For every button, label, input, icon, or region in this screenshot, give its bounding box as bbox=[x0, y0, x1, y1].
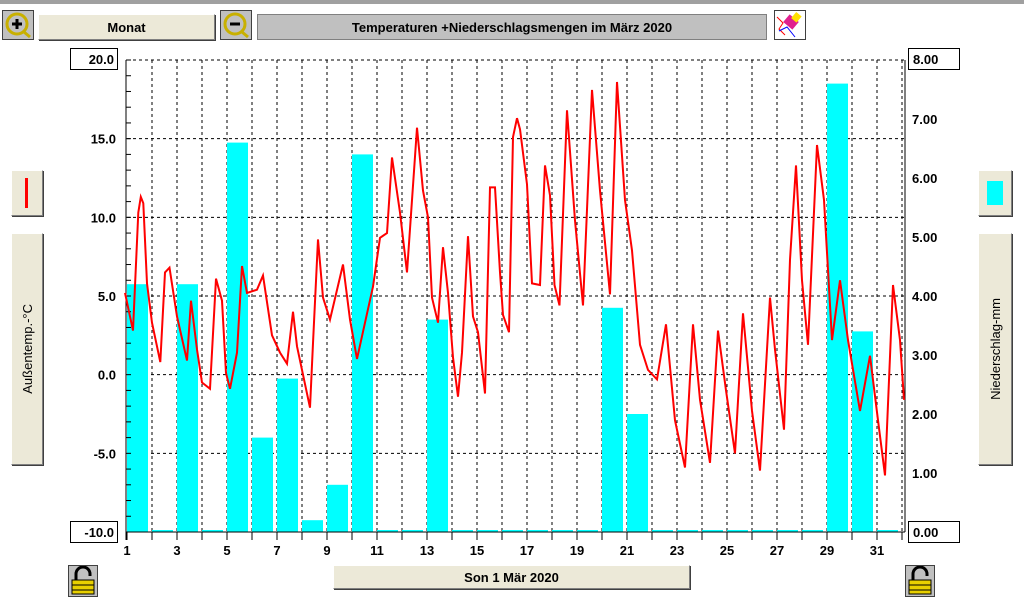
precipitation-bar bbox=[127, 284, 148, 532]
zoom-out-button[interactable] bbox=[220, 10, 252, 40]
x-tick-label: 3 bbox=[173, 543, 180, 558]
temperature-axis-button[interactable]: Außentemp.-°C bbox=[11, 233, 43, 465]
right-tick-label: 2.00 bbox=[912, 407, 937, 422]
right-tick-label: 6.00 bbox=[912, 171, 937, 186]
precipitation-bar bbox=[377, 530, 398, 532]
precipitation-bar bbox=[402, 530, 423, 532]
left-tick-label: -5.0 bbox=[94, 446, 116, 461]
precipitation-bar bbox=[577, 530, 598, 532]
precipitation-bar bbox=[627, 414, 648, 532]
cyan-bar-icon bbox=[987, 181, 1003, 205]
left-tick-label: 10.0 bbox=[91, 210, 116, 225]
temperature-line bbox=[124, 81, 905, 476]
range-select-button[interactable]: Monat bbox=[38, 14, 215, 40]
precipitation-bar bbox=[727, 530, 748, 532]
x-tick-label: 19 bbox=[570, 543, 584, 558]
x-tick-label: 21 bbox=[620, 543, 634, 558]
left-tick-label: 15.0 bbox=[91, 132, 116, 147]
x-tick-label: 29 bbox=[820, 543, 834, 558]
right-axis-max[interactable]: 8.00 bbox=[908, 48, 960, 70]
precipitation-bar bbox=[702, 530, 723, 532]
right-tick-label: 4.00 bbox=[912, 289, 937, 304]
precipitation-bar bbox=[652, 530, 673, 532]
precipitation-bar bbox=[527, 530, 548, 532]
precipitation-series-toggle[interactable] bbox=[978, 170, 1012, 216]
precipitation-bar bbox=[552, 530, 573, 532]
lock-icon bbox=[71, 565, 95, 595]
x-tick-label: 17 bbox=[520, 543, 534, 558]
eraser-icon bbox=[776, 12, 802, 38]
date-navigation-button[interactable]: Son 1 Mär 2020 bbox=[333, 565, 690, 589]
x-tick-label: 11 bbox=[370, 543, 384, 558]
precipitation-bar bbox=[752, 530, 773, 532]
right-tick-label: 7.00 bbox=[912, 112, 937, 127]
x-tick-label: 27 bbox=[770, 543, 784, 558]
zoom-in-icon bbox=[5, 12, 31, 39]
precipitation-bar bbox=[827, 83, 848, 532]
x-tick-label: 31 bbox=[870, 543, 884, 558]
precipitation-bar bbox=[477, 530, 498, 532]
red-line-icon bbox=[25, 178, 28, 208]
precipitation-bar bbox=[452, 530, 473, 532]
precipitation-bar bbox=[152, 530, 173, 532]
precipitation-bar bbox=[877, 530, 898, 532]
x-tick-label: 25 bbox=[720, 543, 734, 558]
left-lock-button[interactable] bbox=[68, 565, 98, 597]
left-axis-max[interactable]: 20.0 bbox=[70, 48, 118, 70]
x-tick-label: 5 bbox=[223, 543, 230, 558]
right-lock-button[interactable] bbox=[905, 565, 935, 597]
right-axis-min[interactable]: 0.00 bbox=[908, 521, 960, 543]
precipitation-bar bbox=[677, 530, 698, 532]
precipitation-bar bbox=[177, 284, 198, 532]
x-tick-label: 9 bbox=[323, 543, 330, 558]
clear-button[interactable] bbox=[774, 10, 806, 40]
precipitation-bar bbox=[427, 319, 448, 532]
right-tick-label: 5.00 bbox=[912, 230, 937, 245]
zoom-in-button[interactable] bbox=[2, 10, 34, 40]
precipitation-bar bbox=[802, 530, 823, 532]
right-tick-label: 3.00 bbox=[912, 348, 937, 363]
temperature-series-toggle[interactable] bbox=[11, 170, 43, 216]
left-tick-label: 5.0 bbox=[98, 289, 116, 304]
precipitation-bar bbox=[302, 520, 323, 532]
precipitation-bar bbox=[777, 530, 798, 532]
precipitation-bar bbox=[202, 530, 223, 532]
x-tick-label: 23 bbox=[670, 543, 684, 558]
precipitation-bar bbox=[352, 154, 373, 532]
left-axis-min[interactable]: -10.0 bbox=[70, 521, 118, 543]
left-tick-label: 0.0 bbox=[98, 368, 116, 383]
window-top-border bbox=[0, 0, 1024, 4]
precipitation-bar bbox=[852, 331, 873, 532]
zoom-out-icon bbox=[223, 12, 249, 39]
lock-icon bbox=[908, 565, 932, 595]
x-tick-label: 13 bbox=[420, 543, 434, 558]
precipitation-bar bbox=[277, 378, 298, 532]
right-tick-label: 1.00 bbox=[912, 466, 937, 481]
precipitation-bar bbox=[502, 530, 523, 532]
precipitation-bar bbox=[327, 484, 348, 532]
chart-title: Temperaturen +Niederschlagsmengen im Mär… bbox=[257, 14, 767, 40]
precipitation-bar bbox=[602, 307, 623, 532]
precipitation-axis-button[interactable]: Niederschlag-mm bbox=[978, 233, 1012, 465]
x-tick-label: 15 bbox=[470, 543, 484, 558]
x-tick-label: 1 bbox=[123, 543, 130, 558]
x-tick-label: 7 bbox=[273, 543, 280, 558]
precipitation-bar bbox=[252, 437, 273, 532]
